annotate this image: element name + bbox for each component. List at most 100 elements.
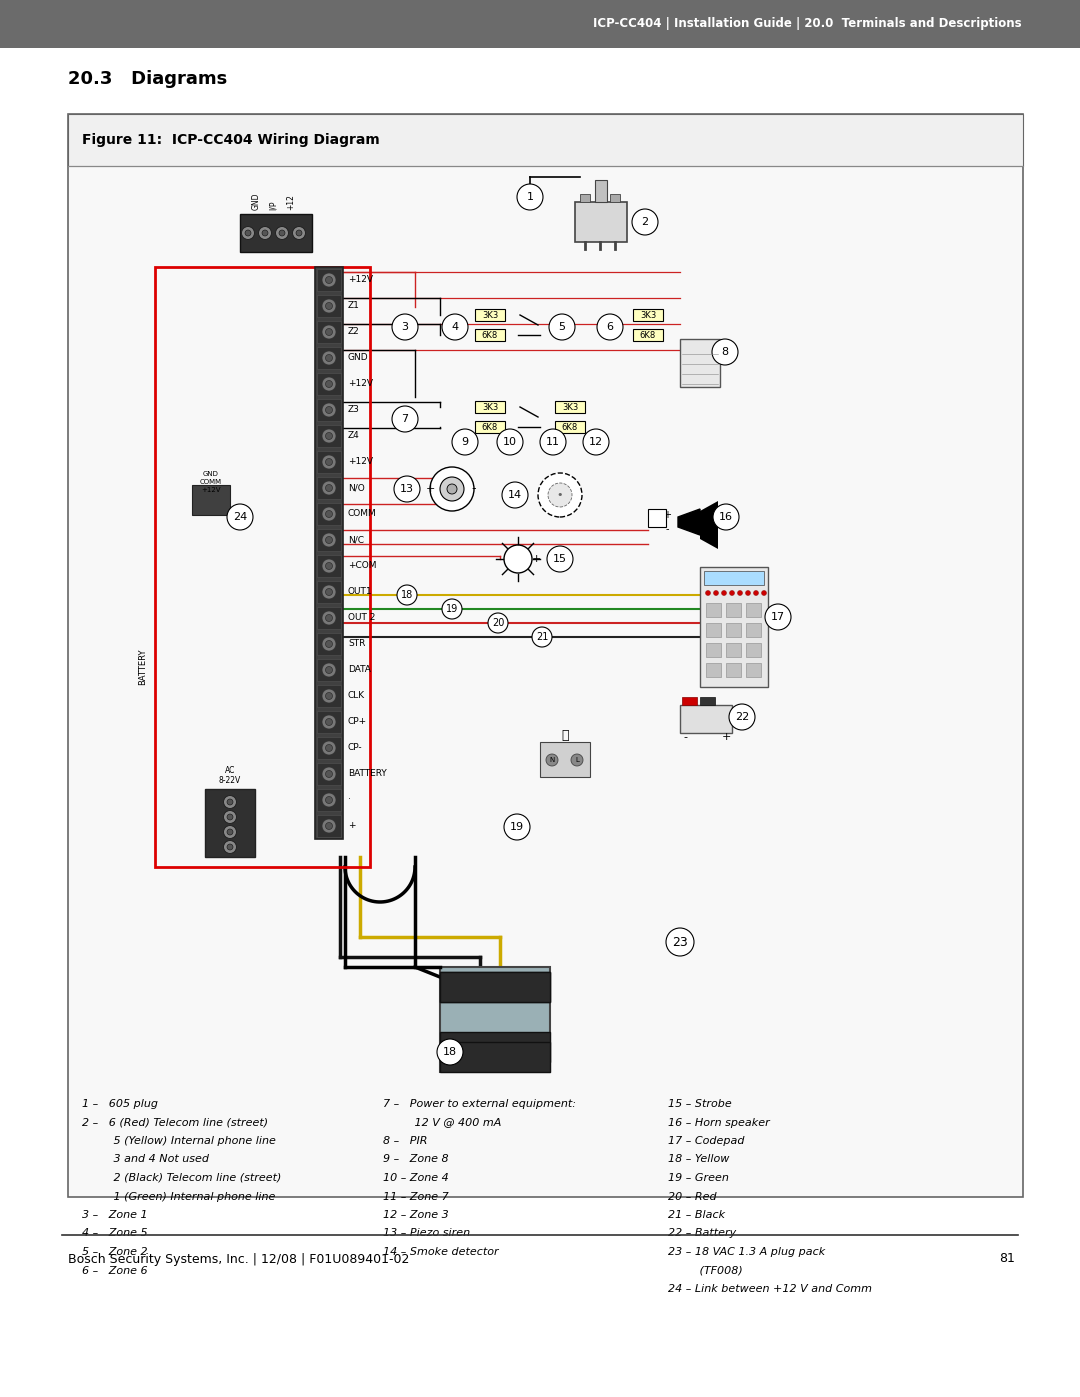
Text: 5 –   Zone 2: 5 – Zone 2 [82, 1248, 148, 1257]
Text: COMM: COMM [200, 479, 222, 485]
Circle shape [705, 591, 711, 595]
Bar [318, 270, 341, 291]
Text: 7: 7 [402, 414, 408, 425]
Bar [726, 643, 741, 657]
Bar [318, 633, 341, 655]
Circle shape [504, 814, 530, 840]
Text: 2 –   6 (Red) Telecom line (street): 2 – 6 (Red) Telecom line (street) [82, 1118, 268, 1127]
Text: 9 –   Zone 8: 9 – Zone 8 [383, 1154, 448, 1165]
Circle shape [322, 819, 336, 833]
Text: 20 – Red: 20 – Red [669, 1192, 717, 1201]
Circle shape [279, 231, 285, 236]
Bar [706, 664, 721, 678]
Bar [540, 742, 590, 777]
Bar [706, 643, 721, 657]
Text: 21: 21 [536, 631, 549, 643]
Circle shape [227, 828, 233, 835]
Text: -: - [665, 524, 669, 534]
Text: ⏚: ⏚ [562, 729, 569, 742]
Text: BATTERY: BATTERY [138, 648, 148, 686]
Bar [205, 789, 255, 856]
Text: (TF008): (TF008) [669, 1266, 743, 1275]
Circle shape [227, 799, 233, 805]
Circle shape [322, 377, 336, 391]
Bar [746, 604, 761, 617]
Circle shape [322, 715, 336, 729]
Circle shape [745, 591, 751, 595]
Circle shape [322, 272, 336, 286]
Circle shape [322, 585, 336, 599]
Circle shape [548, 483, 572, 507]
Text: 6K8: 6K8 [482, 422, 498, 432]
Bar [704, 571, 764, 585]
Circle shape [322, 481, 336, 495]
Text: 18: 18 [401, 590, 414, 599]
Circle shape [517, 184, 543, 210]
Bar [681, 697, 697, 705]
Bar [318, 763, 341, 785]
Bar [318, 555, 341, 577]
Text: 2: 2 [642, 217, 649, 226]
Text: 19: 19 [510, 821, 524, 833]
Bar [318, 789, 341, 812]
Text: 8 –   PIR: 8 – PIR [383, 1136, 428, 1146]
Circle shape [322, 793, 336, 807]
Text: 1: 1 [527, 191, 534, 203]
Circle shape [322, 534, 336, 548]
Circle shape [322, 507, 336, 521]
Text: 4: 4 [451, 321, 459, 332]
Bar [633, 309, 663, 321]
Circle shape [754, 591, 758, 595]
Circle shape [546, 546, 573, 571]
Text: 3: 3 [402, 321, 408, 332]
Text: 22 – Battery: 22 – Battery [669, 1228, 737, 1239]
Circle shape [392, 407, 418, 432]
Bar [726, 664, 741, 678]
Circle shape [440, 476, 464, 502]
Circle shape [275, 226, 288, 239]
Bar [318, 476, 341, 499]
Text: 10 – Zone 4: 10 – Zone 4 [383, 1173, 449, 1183]
Text: Z2: Z2 [348, 327, 360, 337]
Bar [440, 1032, 550, 1062]
Text: +: + [531, 555, 541, 564]
Bar [318, 373, 341, 395]
Circle shape [397, 585, 417, 605]
Bar [746, 643, 761, 657]
Text: 3K3: 3K3 [482, 310, 498, 320]
Circle shape [322, 351, 336, 365]
Text: 15 – Strobe: 15 – Strobe [669, 1099, 732, 1109]
Bar [726, 604, 741, 617]
Text: GND: GND [348, 353, 368, 362]
Text: L: L [575, 757, 579, 763]
Circle shape [322, 402, 336, 416]
Text: 8: 8 [721, 346, 729, 358]
Text: Z1: Z1 [348, 302, 360, 310]
Text: -: - [472, 482, 476, 496]
Bar [192, 485, 230, 515]
Text: 9: 9 [461, 437, 469, 447]
Bar [318, 346, 341, 369]
Text: 20.3   Diagrams: 20.3 Diagrams [68, 70, 227, 88]
Circle shape [224, 810, 237, 823]
Circle shape [242, 226, 255, 239]
Bar [595, 180, 607, 203]
Circle shape [597, 314, 623, 339]
Circle shape [325, 433, 333, 440]
Circle shape [322, 664, 336, 678]
Circle shape [325, 666, 333, 673]
Text: 12 V @ 400 mA: 12 V @ 400 mA [383, 1118, 501, 1127]
Circle shape [538, 474, 582, 517]
Text: +12V: +12V [348, 380, 373, 388]
Text: 18: 18 [443, 1046, 457, 1058]
Circle shape [325, 380, 333, 387]
Text: 13 – Piezo siren: 13 – Piezo siren [383, 1228, 470, 1239]
Circle shape [322, 767, 336, 781]
Circle shape [394, 476, 420, 502]
Circle shape [571, 754, 583, 766]
Circle shape [245, 231, 251, 236]
Bar [633, 330, 663, 341]
Circle shape [325, 823, 333, 830]
Circle shape [738, 591, 743, 595]
Text: GND: GND [203, 471, 219, 476]
